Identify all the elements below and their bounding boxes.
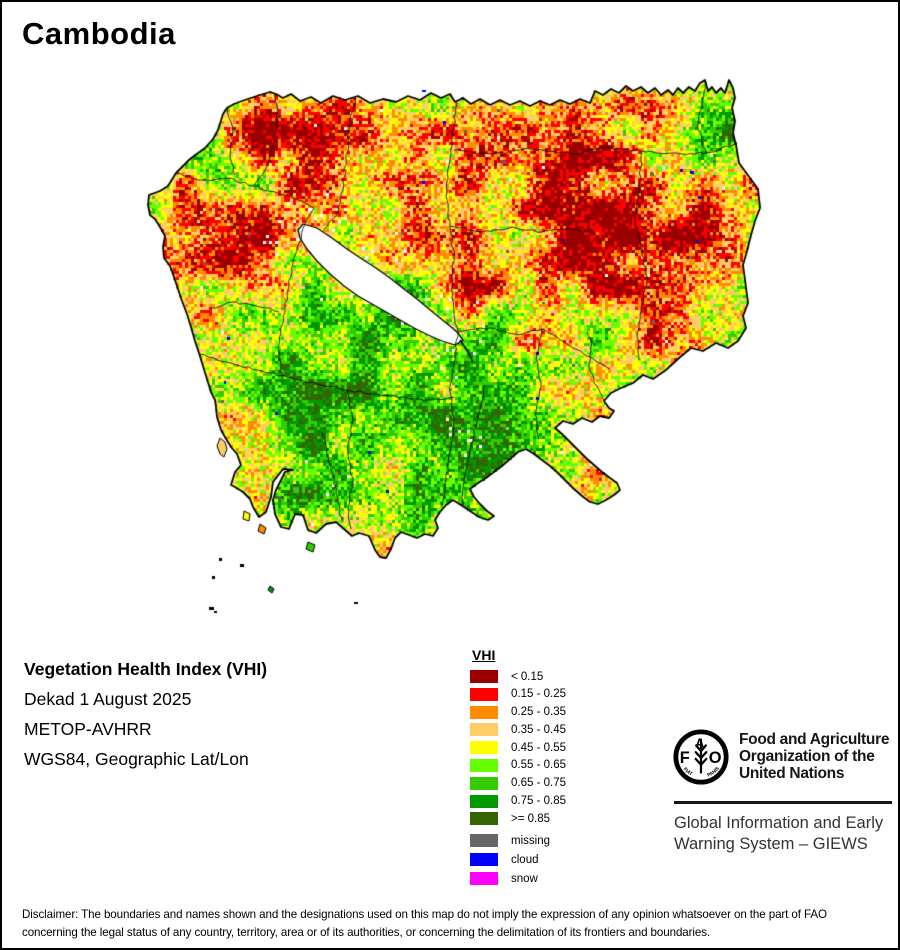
fao-org-line1: Food and Agriculture (739, 731, 890, 748)
legend-swatch (470, 741, 498, 755)
legend-swatch (470, 758, 498, 772)
legend-classes: < 0.15 0.15 - 0.25 0.25 - 0.35 0.35 - 0.45 0… (470, 670, 566, 826)
legend-row: < 0.15 (470, 670, 566, 683)
fao-logo: F A O FIAT PANIS (673, 729, 729, 785)
fao-letter-a: A (695, 736, 704, 750)
legend-row: missing (470, 834, 566, 848)
legend-swatch (470, 812, 498, 826)
legend-label: missing (511, 834, 550, 847)
legend-swatch (470, 872, 498, 886)
info-sensor: METOP-AVHRR (24, 719, 152, 739)
legend-label: 0.65 - 0.75 (511, 777, 566, 790)
fao-motto-fiat: FIAT (682, 767, 694, 778)
legend-swatch (470, 687, 498, 701)
legend-label: 0.45 - 0.55 (511, 741, 566, 754)
legend-label: cloud (511, 853, 539, 866)
cambodia-vhi-map (142, 72, 770, 620)
map-info-block: Vegetation Health Index (VHI) Dekad 1 Au… (24, 654, 267, 774)
legend-swatch (470, 776, 498, 790)
legend-swatch (470, 670, 498, 683)
legend-label: 0.35 - 0.45 (511, 723, 566, 736)
legend-row: 0.35 - 0.45 (470, 723, 566, 737)
legend-label: < 0.15 (511, 670, 544, 683)
disclaimer-line1: Disclaimer: The boundaries and names sho… (22, 908, 827, 921)
giews-line1: Global Information and Early (674, 814, 884, 832)
legend-label: snow (511, 872, 538, 885)
legend-row: 0.75 - 0.85 (470, 794, 566, 808)
legend-row: 0.65 - 0.75 (470, 776, 566, 790)
legend-label: 0.75 - 0.85 (511, 795, 566, 808)
legend-row: cloud (470, 853, 566, 867)
giews-label: Global Information and Early Warning Sys… (674, 813, 883, 855)
fao-divider (674, 801, 892, 804)
legend-row: snow (470, 872, 566, 886)
vhi-legend: VHI < 0.15 0.15 - 0.25 0.25 - 0.35 0.35 - 0… (470, 647, 566, 891)
legend-label: 0.55 - 0.65 (511, 759, 566, 772)
fao-org-line2: Organization of the (739, 748, 875, 765)
disclaimer-line2: concerning the legal status of any count… (22, 926, 711, 939)
legend-swatch (470, 853, 498, 867)
legend-swatch (470, 723, 498, 737)
legend-label: 0.15 - 0.25 (511, 688, 566, 701)
legend-label: 0.25 - 0.35 (511, 706, 566, 719)
legend-label: >= 0.85 (511, 812, 551, 825)
legend-row: 0.55 - 0.65 (470, 758, 566, 772)
legend-special: missing cloud snow (470, 834, 566, 886)
disclaimer: Disclaimer: The boundaries and names sho… (22, 906, 827, 942)
fao-logo-ring (673, 729, 729, 785)
info-projection: WGS84, Geographic Lat/Lon (24, 749, 249, 769)
info-index-name: Vegetation Health Index (VHI) (24, 659, 268, 679)
legend-row: 0.45 - 0.55 (470, 741, 566, 755)
legend-row: >= 0.85 (470, 812, 566, 826)
legend-row: 0.25 - 0.35 (470, 705, 566, 719)
fao-org-line3: United Nations (739, 765, 845, 782)
legend-swatch (470, 705, 498, 719)
legend-row: 0.15 - 0.25 (470, 687, 566, 701)
legend-swatch (470, 794, 498, 808)
fao-letter-o: O (709, 749, 722, 767)
wheat-ear-icon (694, 738, 708, 774)
fao-org-name: Food and Agriculture Organization of the… (739, 731, 889, 782)
giews-line2: Warning System – GIEWS (674, 835, 868, 853)
fao-letter-f: F (680, 749, 690, 767)
legend-title: VHI (472, 647, 496, 663)
page-title: Cambodia (22, 16, 176, 51)
legend-swatch (470, 834, 498, 848)
info-dekad: Dekad 1 August 2025 (24, 689, 192, 709)
